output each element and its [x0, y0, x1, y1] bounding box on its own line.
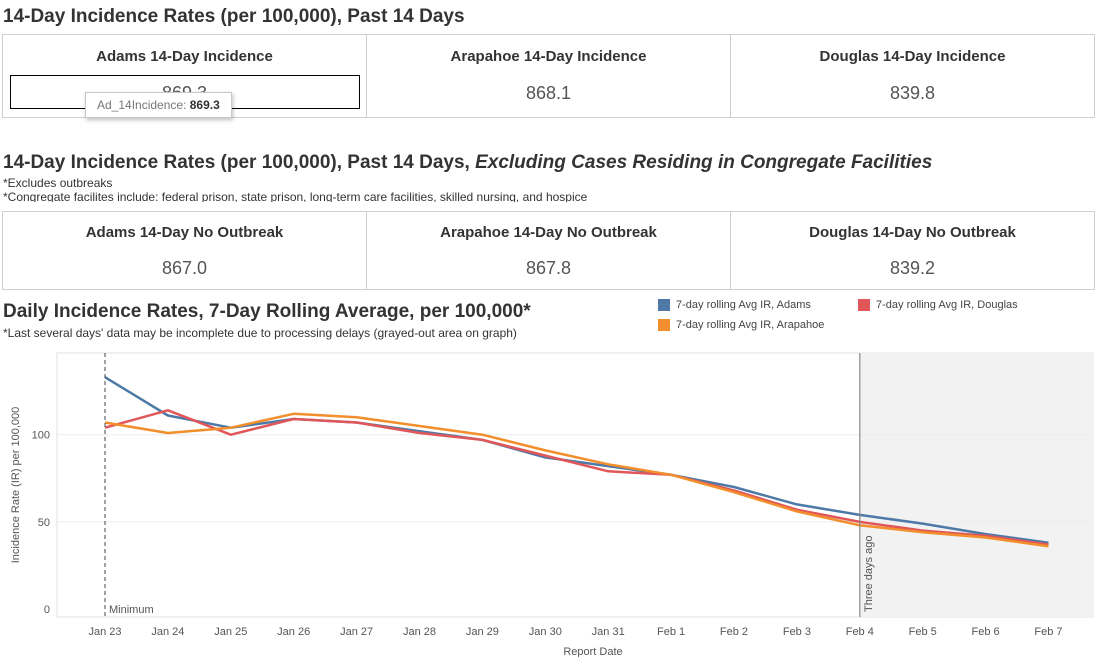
legend-item-arapahoe[interactable]: 7-day rolling Avg IR, Arapahoe: [658, 319, 824, 331]
x-tick-label: Jan 31: [592, 626, 625, 638]
minimum-label: Minimum: [109, 604, 154, 616]
x-tick-label: Jan 24: [151, 626, 184, 638]
kpi-label: Douglas 14-Day No Outbreak: [809, 224, 1016, 241]
legend-item-adams[interactable]: 7-day rolling Avg IR, Adams: [658, 299, 811, 311]
legend-swatch: [858, 299, 870, 311]
x-tick-label: Jan 26: [277, 626, 310, 638]
x-tick-label: Feb 3: [783, 626, 811, 638]
section3-note: *Last several days' data may be incomple…: [3, 326, 517, 340]
kpi-value: 839.8: [889, 83, 936, 103]
kpi-douglas-no-outbreak[interactable]: Douglas 14-Day No Outbreak 839.2: [731, 212, 1094, 289]
legend-swatch: [658, 319, 670, 331]
section2-note-1: *Excludes outbreaks: [3, 176, 113, 190]
kpi-value: 839.2: [889, 258, 936, 278]
legend-label: 7-day rolling Avg IR, Douglas: [876, 299, 1018, 311]
legend-item-douglas[interactable]: 7-day rolling Avg IR, Douglas: [858, 299, 1018, 311]
series-line: [104, 409, 1049, 546]
section2-title-main: 14-Day Incidence Rates (per 100,000), Pa…: [3, 152, 470, 173]
section2-title: 14-Day Incidence Rates (per 100,000), Pa…: [3, 152, 932, 174]
kpi-label: Arapahoe 14-Day No Outbreak: [440, 224, 657, 241]
tooltip-value: 869.3: [189, 98, 220, 112]
kpi-label: Arapahoe 14-Day Incidence: [450, 48, 647, 65]
kpi-label: Adams 14-Day No Outbreak: [85, 224, 284, 241]
kpi-value: 868.1: [525, 83, 572, 103]
section2-note-2: *Congregate facilites include: federal p…: [3, 190, 588, 202]
series-line: [104, 412, 1049, 548]
incomplete-data-shading: [859, 353, 1093, 617]
kpi-arapahoe[interactable]: Arapahoe 14-Day Incidence 868.1: [367, 35, 731, 117]
y-axis-label: Incidence Rate (IR) per 100,000: [10, 407, 22, 564]
y-tick-label: 0: [44, 604, 50, 616]
kpi-value: 869.3: [3, 83, 366, 94]
x-tick-label: Jan 28: [403, 626, 436, 638]
legend-label: 7-day rolling Avg IR, Arapahoe: [676, 319, 825, 331]
legend-swatch: [658, 299, 670, 311]
x-tick-label: Feb 2: [720, 626, 748, 638]
tooltip: Ad_14Incidence: 869.3: [85, 92, 232, 118]
kpi-arapahoe-no-outbreak[interactable]: Arapahoe 14-Day No Outbreak 867.8: [367, 212, 731, 289]
x-axis-label: Report Date: [563, 646, 622, 657]
section1-title: 14-Day Incidence Rates (per 100,000), Pa…: [3, 6, 465, 27]
x-tick-label: Feb 6: [972, 626, 1000, 638]
incidence-line-chart: Minimum Three days ago 0 50 100 Jan 23 Jan 24…: [10, 352, 1094, 657]
y-tick-label: 50: [38, 517, 50, 529]
x-tick-label: Feb 4: [846, 626, 874, 638]
x-tick-label: Jan 30: [529, 626, 562, 638]
x-tick-label: Jan 29: [466, 626, 499, 638]
kpi-label: Adams 14-Day Incidence: [96, 48, 273, 65]
x-tick-label: Jan 23: [88, 626, 121, 638]
x-tick-label: Jan 27: [340, 626, 373, 638]
section2-title-italic: Excluding Cases Residing in Congregate F…: [475, 152, 933, 173]
tooltip-label: Ad_14Incidence:: [97, 98, 187, 112]
x-tick-label: Feb 1: [657, 626, 685, 638]
kpi-douglas[interactable]: Douglas 14-Day Incidence 839.8: [731, 35, 1094, 117]
section3-title: Daily Incidence Rates, 7-Day Rolling Ave…: [3, 301, 531, 322]
kpi-value: 867.0: [161, 258, 208, 278]
x-tick-label: Feb 7: [1034, 626, 1062, 638]
x-tick-label: Feb 5: [909, 626, 937, 638]
series-line: [104, 376, 1049, 545]
y-tick-label: 100: [32, 430, 50, 442]
x-tick-label: Jan 25: [214, 626, 247, 638]
three-days-ago-label: Three days ago: [863, 536, 875, 612]
no-outbreak-kpi-row: Adams 14-Day No Outbreak 867.0 Arapahoe …: [2, 211, 1095, 290]
kpi-value: 867.8: [525, 258, 572, 278]
legend-label: 7-day rolling Avg IR, Adams: [676, 299, 811, 311]
kpi-adams-no-outbreak[interactable]: Adams 14-Day No Outbreak 867.0: [3, 212, 367, 289]
kpi-label: Douglas 14-Day Incidence: [819, 48, 1006, 65]
